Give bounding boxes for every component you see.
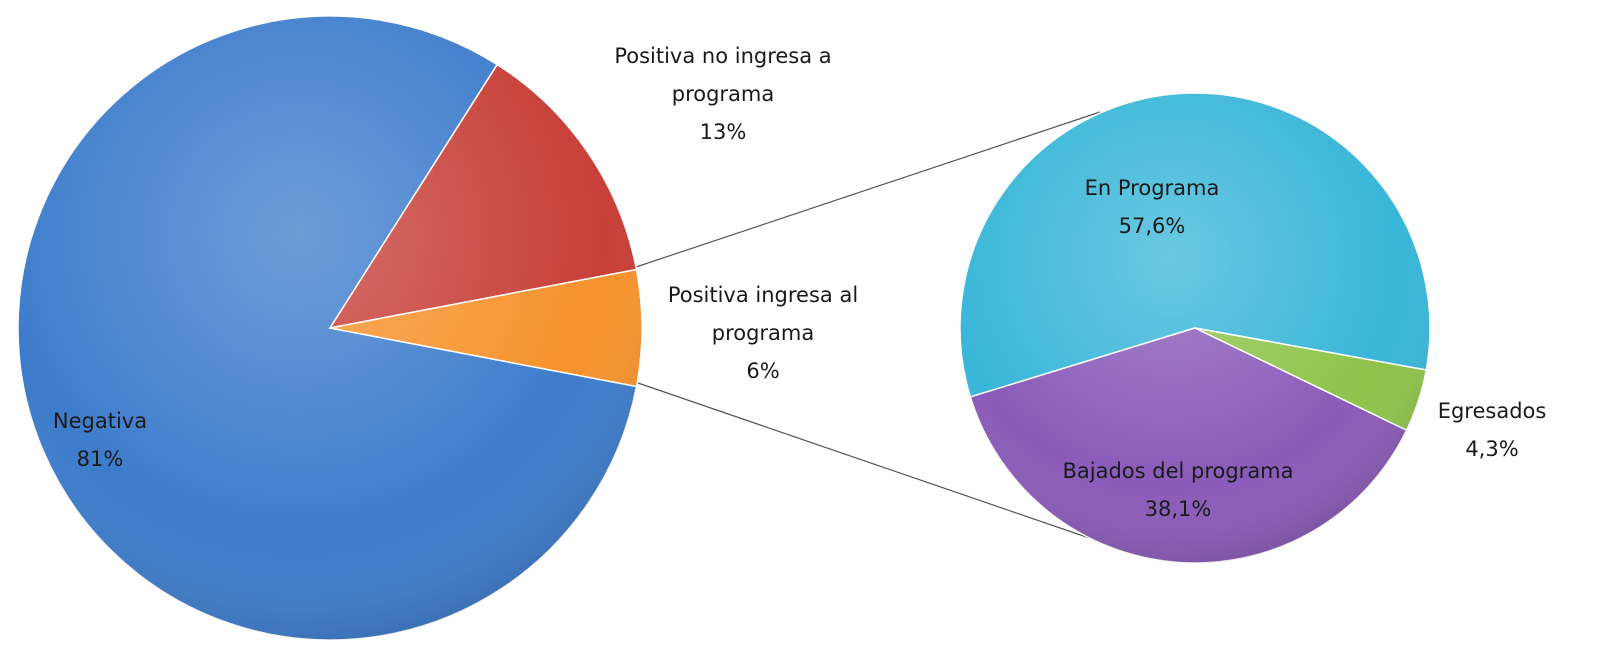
slice-label: Egresados 4,3% <box>1417 392 1567 468</box>
slice-label-category: Positiva ingresa al programa <box>667 283 859 345</box>
slice-label: Bajados del programa 38,1% <box>1028 452 1328 528</box>
slice-label-category: Positiva no ingresa a programa <box>614 44 832 106</box>
slice-label-value: 57,6% <box>1118 214 1186 238</box>
slice-label: Negativa 81% <box>20 402 180 478</box>
slice-label-value: 38,1% <box>1144 497 1212 521</box>
slice-label: Positiva no ingresa a programa 13% <box>586 37 861 151</box>
slice-label-category: Negativa <box>52 409 148 433</box>
slice-label-category: En Programa <box>1084 176 1220 200</box>
slice-label-category: Egresados <box>1437 399 1547 423</box>
slice-label-category: Bajados del programa <box>1062 459 1294 483</box>
slice-label-value: 4,3% <box>1465 437 1519 461</box>
slice-label: Positiva ingresa al programa 6% <box>643 276 883 390</box>
slice-label-value: 13% <box>699 120 747 144</box>
slice-label: En Programa 57,6% <box>1052 169 1252 245</box>
slice-label-value: 6% <box>746 359 780 383</box>
slice-label-value: 81% <box>76 447 124 471</box>
